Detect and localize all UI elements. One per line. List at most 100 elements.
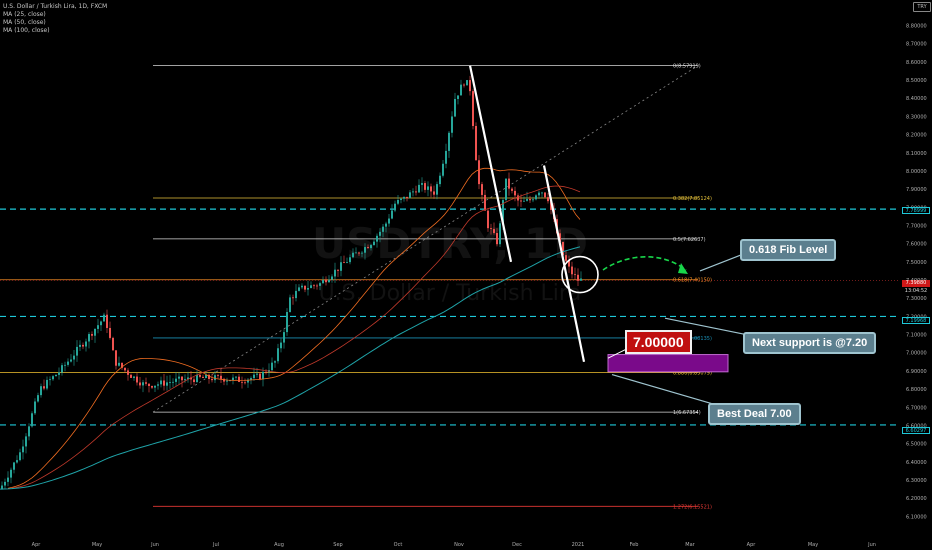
candle-body (214, 375, 216, 381)
candle-body (391, 210, 393, 219)
y-tick-label: 8.40000 (906, 96, 927, 102)
watermark-sub: U.S. Dollar / Turkish Lira (319, 281, 582, 306)
candle-body (355, 252, 357, 254)
countdown-tag: 13:04:52 (902, 288, 930, 295)
candle-body (133, 376, 135, 378)
candle-body (406, 196, 408, 199)
candle-body (154, 385, 156, 388)
watermark: USDTRY, 1D (312, 219, 588, 268)
candle-body (97, 325, 99, 329)
candle-body (580, 278, 582, 281)
y-tick-label: 7.50000 (906, 260, 927, 266)
y-tick-label: 6.30000 (906, 478, 927, 484)
candle-body (286, 312, 288, 333)
candle-body (208, 374, 210, 379)
candle-body (10, 469, 12, 478)
candle-body (199, 374, 201, 377)
fib-level-label: 0(8.57919) (673, 64, 701, 70)
fib-level-label: 0.618(7.40150) (673, 278, 712, 284)
x-tick-label: Jul (212, 542, 219, 548)
candle-body (223, 378, 225, 382)
candle-body (169, 382, 171, 383)
candle-body (331, 276, 333, 280)
candle-body (49, 379, 51, 381)
candle-body (292, 297, 294, 299)
candle-body (385, 223, 387, 227)
candle-body (460, 84, 462, 96)
x-tick-label: May (808, 542, 818, 548)
candle-body (376, 235, 378, 242)
y-tick-label: 8.00000 (906, 169, 927, 175)
candle-body (487, 210, 489, 229)
candle-body (313, 285, 315, 287)
candle-body (136, 376, 138, 383)
x-tick-label: May (92, 542, 102, 548)
candle-body (226, 380, 228, 382)
green-arrow (602, 256, 687, 271)
candle-body (79, 344, 81, 347)
candle-body (433, 191, 435, 195)
fib-level-label: 0.886(6.89079) (673, 371, 712, 377)
callout-pointer (699, 254, 743, 272)
price-target-badge: 7.00000 (625, 330, 692, 354)
candle-body (328, 279, 330, 283)
candle-body (85, 341, 87, 347)
candle-body (439, 175, 441, 185)
candle-body (370, 245, 372, 249)
candle-body (403, 196, 405, 199)
candle-body (94, 328, 96, 336)
candle-body (235, 376, 237, 378)
candle-body (307, 288, 309, 290)
candle-body (454, 98, 456, 117)
candle-body (322, 279, 324, 284)
candle-body (265, 371, 267, 373)
candle-body (319, 283, 321, 286)
candle-body (130, 374, 132, 378)
legend-ma50: MA (50, close) (3, 19, 46, 26)
currency-badge[interactable]: TRY (913, 2, 931, 12)
x-tick-label: Feb (630, 542, 639, 548)
green-arrow-head (678, 263, 688, 274)
y-tick-label: 7.00000 (906, 351, 927, 357)
legend-title: U.S. Dollar / Turkish Lira, 1D, FXCM (3, 3, 108, 10)
candle-body (274, 361, 276, 363)
candle-body (178, 376, 180, 379)
candle-body (193, 379, 195, 382)
candle-body (451, 116, 453, 133)
candle-body (217, 375, 219, 377)
highlight-circle (561, 255, 599, 294)
candle-body (115, 350, 117, 366)
candle-body (481, 184, 483, 195)
candle-body (382, 226, 384, 232)
y-tick-label: 7.70000 (906, 223, 927, 229)
candle-body (175, 378, 177, 382)
candle-body (457, 95, 459, 99)
candle-body (517, 195, 519, 201)
candle-body (211, 378, 213, 381)
x-tick-label: Nov (454, 542, 464, 548)
y-tick-label: 8.30000 (906, 114, 927, 120)
candle-body (493, 229, 495, 233)
support-tag-3: 6.60297 (902, 427, 930, 434)
fib-level-label: 1.272(6.15521) (673, 504, 712, 510)
candle-body (478, 160, 480, 185)
legend-ma100: MA (100, close) (3, 27, 50, 34)
y-tick-label: 6.60000 (906, 423, 927, 429)
candle-body (373, 241, 375, 246)
candle-body (547, 197, 549, 202)
downtrend-stroke (542, 165, 586, 363)
y-tick-label: 8.60000 (906, 60, 927, 66)
candle-body (277, 348, 279, 362)
candle-body (364, 247, 366, 253)
candle-body (397, 199, 399, 204)
candle-body (523, 200, 525, 202)
candle-body (562, 241, 564, 256)
candle-body (253, 374, 255, 379)
candle-body (100, 321, 102, 326)
candle-body (220, 375, 222, 379)
candle-body (490, 228, 492, 230)
candle-body (346, 262, 348, 263)
y-tick-label: 6.70000 (906, 405, 927, 411)
support-callout: Next support is @7.20 (743, 332, 877, 354)
